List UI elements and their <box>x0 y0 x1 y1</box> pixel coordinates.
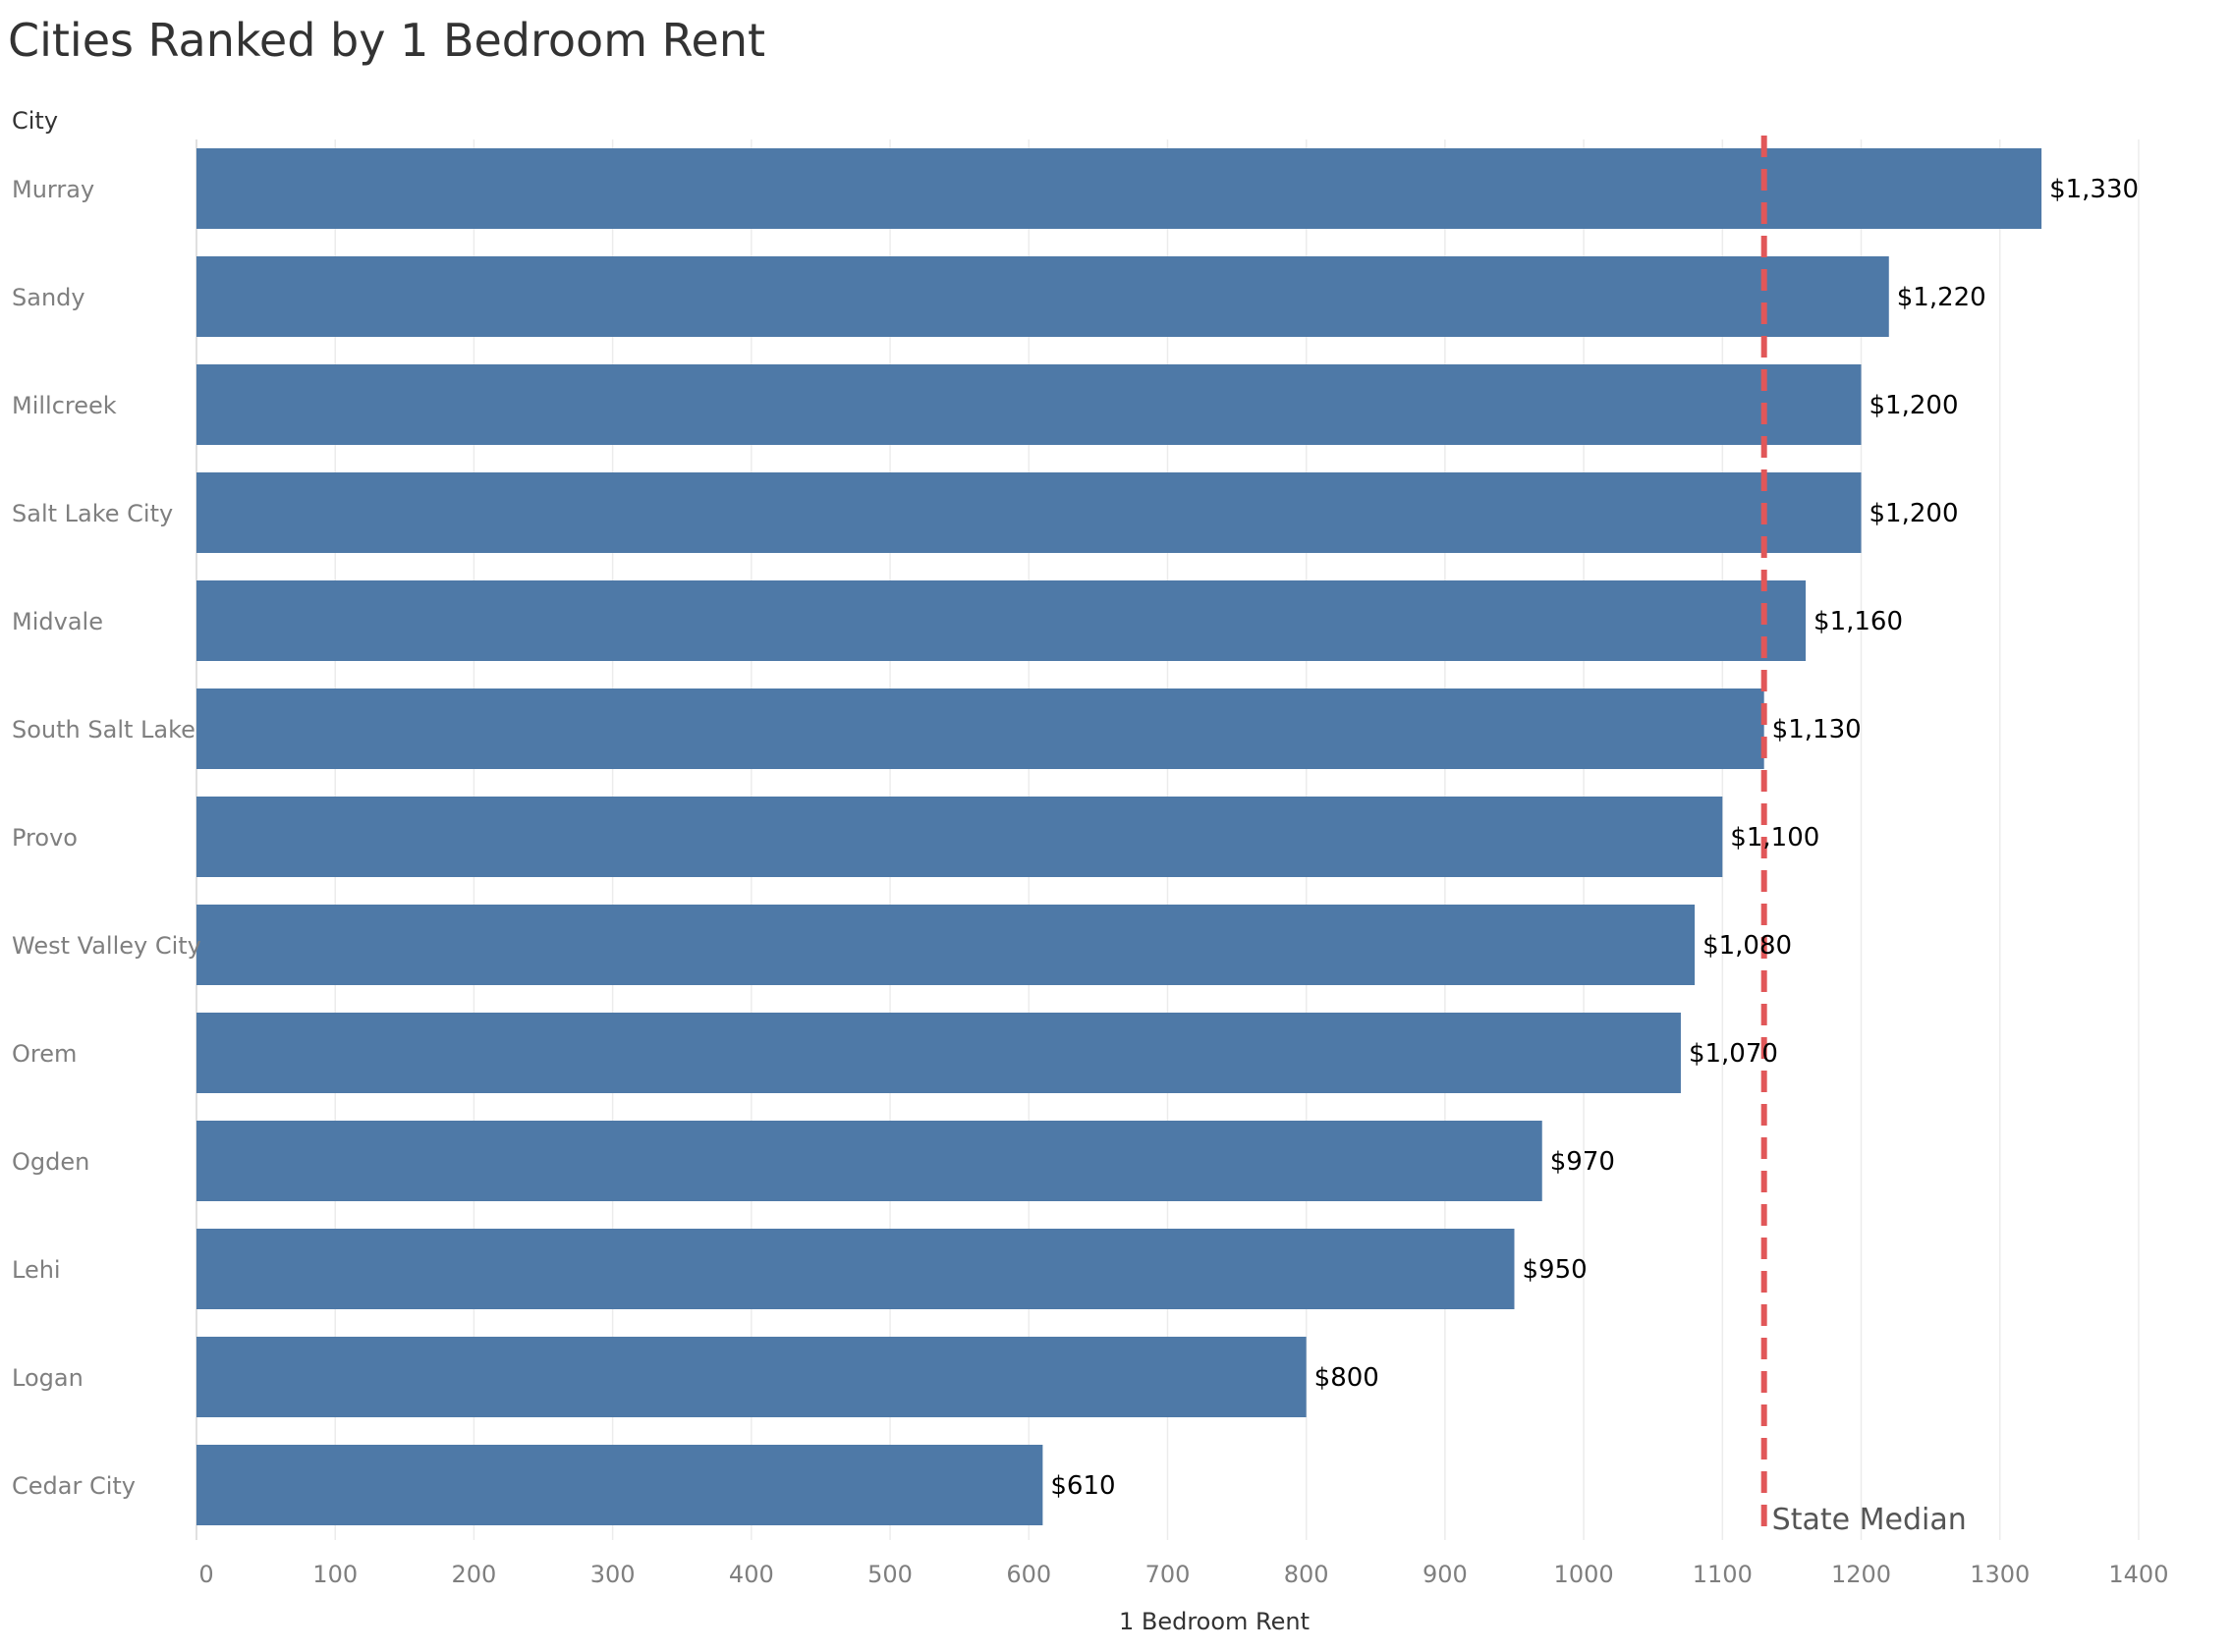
category-label: Orem <box>12 1040 77 1068</box>
bar-value-label: $1,130 <box>1772 715 1862 744</box>
bar-value-label: $800 <box>1314 1363 1379 1393</box>
bar <box>196 797 1723 877</box>
bar <box>196 1337 1307 1417</box>
bar <box>196 256 1889 337</box>
x-tick-label: 0 <box>198 1561 213 1588</box>
category-label: Murray <box>12 176 94 203</box>
x-tick-label: 600 <box>1006 1561 1051 1588</box>
category-label: Sandy <box>12 284 85 311</box>
category-label: Cedar City <box>12 1472 136 1500</box>
bar-value-label: $1,220 <box>1897 283 1986 312</box>
bar-value-label: $1,080 <box>1702 931 1792 961</box>
x-tick-label: 400 <box>729 1561 774 1588</box>
bar-value-label: $1,160 <box>1814 607 1903 636</box>
reference-line-group: State Median <box>1760 136 1967 1537</box>
y-axis-title: City <box>12 107 58 135</box>
bar-value-label: $1,100 <box>1730 823 1819 853</box>
chart-title: Cities Ranked by 1 Bedroom Rent <box>8 14 766 67</box>
bar <box>196 148 2042 229</box>
bar <box>196 905 1696 985</box>
category-label: Salt Lake City <box>12 500 173 527</box>
x-tick-label: 900 <box>1423 1561 1468 1588</box>
bar <box>196 1445 1043 1525</box>
bar <box>196 580 1807 661</box>
x-tick-label: 300 <box>590 1561 636 1588</box>
category-label: Midvale <box>12 608 103 635</box>
bar-value-label: $1,330 <box>2049 175 2139 204</box>
bar <box>196 1229 1515 1309</box>
x-tick-label: 1400 <box>2108 1561 2168 1588</box>
category-labels: Murray Sandy Millcreek Salt Lake City Midval… <box>12 176 201 1500</box>
category-label: West Valley City <box>12 932 201 960</box>
bar <box>196 364 1862 445</box>
bar <box>196 1121 1542 1201</box>
x-axis-ticks: 0 100 200 300 400 500 600 700 800 900 1000 1100 1200… <box>198 1561 2168 1588</box>
bar-value-label: $950 <box>1522 1255 1587 1285</box>
bar-value-label: $610 <box>1050 1471 1115 1501</box>
x-tick-label: 1200 <box>1831 1561 1891 1588</box>
bar <box>196 472 1862 553</box>
bar <box>196 1013 1681 1093</box>
category-label: Lehi <box>12 1256 61 1284</box>
bars <box>196 148 2042 1525</box>
x-tick-label: 1100 <box>1693 1561 1753 1588</box>
category-label: South Salt Lake <box>12 716 195 743</box>
x-tick-label: 1000 <box>1554 1561 1614 1588</box>
category-label: Provo <box>12 824 78 852</box>
bar-value-label: $1,200 <box>1869 391 1959 420</box>
x-tick-label: 500 <box>867 1561 913 1588</box>
bar-value-label: $1,070 <box>1689 1039 1778 1069</box>
bar-value-label: $1,200 <box>1869 499 1959 528</box>
x-tick-label: 800 <box>1284 1561 1329 1588</box>
x-axis-title: 1 Bedroom Rent <box>1119 1608 1310 1635</box>
data-labels: $1,330 $1,220 $1,200 $1,200 $1,160 $1,130 $1,1… <box>1050 175 2139 1501</box>
category-label: Ogden <box>12 1148 89 1176</box>
bar-value-label: $970 <box>1550 1147 1615 1177</box>
x-tick-label: 200 <box>452 1561 497 1588</box>
bar <box>196 688 1764 769</box>
x-tick-label: 700 <box>1145 1561 1191 1588</box>
reference-line-label: State Median <box>1772 1503 1967 1537</box>
category-label: Millcreek <box>12 392 117 419</box>
x-tick-label: 100 <box>312 1561 358 1588</box>
category-label: Logan <box>12 1364 84 1392</box>
x-tick-label: 1300 <box>1970 1561 2030 1588</box>
